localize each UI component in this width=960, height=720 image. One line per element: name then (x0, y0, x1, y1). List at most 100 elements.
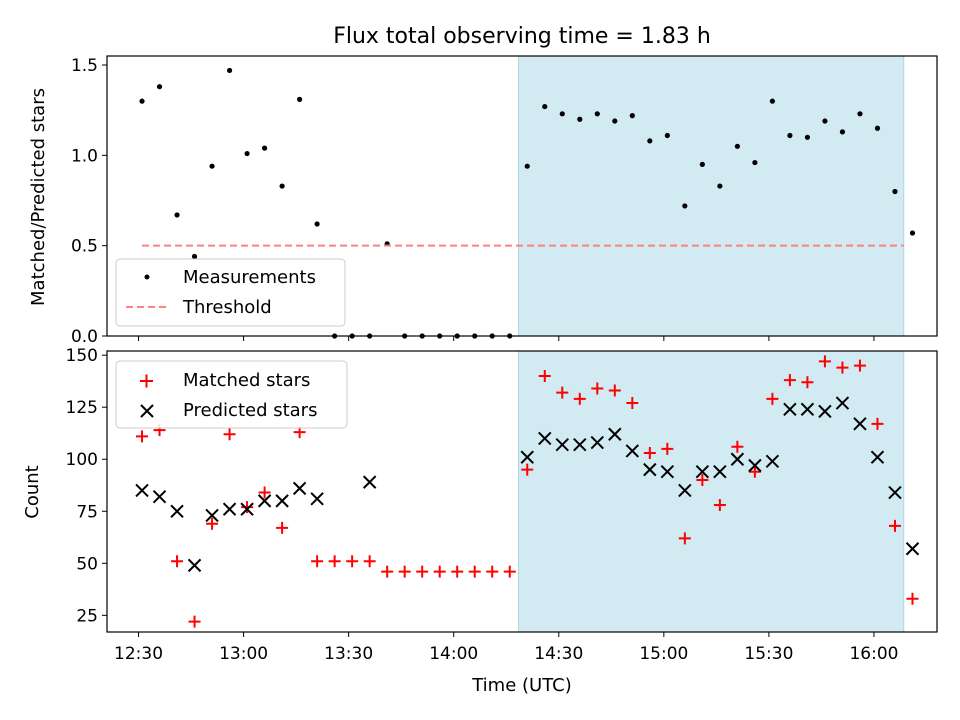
legend-label-threshold: Threshold (182, 297, 272, 318)
matched-star-point (626, 397, 639, 410)
matched-star-point (713, 499, 726, 512)
matched-star-point (748, 465, 761, 478)
matched-star-point (381, 565, 394, 578)
measurement-point (174, 212, 180, 218)
measurement-point (261, 145, 268, 151)
matched-star-point (521, 463, 534, 476)
matched-star-point (888, 519, 901, 532)
predicted-star-point (800, 402, 815, 416)
measurement-point (717, 183, 723, 189)
matched-star-point (731, 440, 744, 453)
measurement-point (297, 96, 303, 102)
matched-star-point (451, 565, 464, 578)
bottom-predicted-stars-points (135, 396, 920, 573)
top-y-axis-label: Matched/Predicted stars (28, 88, 49, 306)
bottom-y-tick-label: 150 (66, 346, 98, 366)
predicted-star-point (870, 450, 885, 464)
bottom-y-tick-label: 100 (66, 450, 98, 470)
x-tick-label: 16:00 (849, 644, 898, 664)
top-shaded-interval (517, 55, 905, 337)
predicted-star-point (152, 489, 167, 504)
measurement-point (139, 98, 145, 104)
measurement-point (822, 118, 828, 124)
matched-star-point (906, 592, 919, 605)
matched-star-point (836, 361, 849, 374)
predicted-star-point (170, 504, 184, 518)
predicted-star-point (835, 396, 850, 410)
predicted-star-point (853, 417, 867, 431)
matched-star-point (608, 384, 621, 397)
predicted-star-point (905, 542, 920, 556)
top-x-ticks (138, 336, 875, 341)
matched-star-point (468, 565, 481, 578)
matched-star-point (311, 555, 324, 568)
measurement-point (191, 253, 198, 260)
x-tick-label: 13:00 (219, 644, 268, 664)
measurement-point (629, 113, 635, 119)
matched-star-point (556, 386, 569, 399)
measurement-point (664, 132, 670, 139)
bottom-plot-frame (106, 350, 938, 633)
predicted-star-point (678, 483, 692, 498)
matched-star-point (696, 474, 709, 487)
predicted-star-point (713, 465, 727, 479)
bottom-x-axis: 12:30 13:00 13:30 14:00 14:30 15:00 15:30 16:00 (114, 632, 898, 664)
measurement-point (752, 159, 758, 166)
matched-star-point (223, 428, 236, 441)
predicted-star-point (590, 435, 605, 450)
measurement-point (524, 163, 530, 169)
measurement-point (244, 150, 250, 157)
bottom-y-tick-label: 25 (76, 606, 98, 626)
matched-star-point (871, 417, 884, 430)
measurement-point (226, 67, 233, 74)
matched-star-point (678, 532, 691, 545)
matched-star-point (766, 392, 779, 405)
bottom-legend-box (115, 360, 348, 429)
measurement-point (734, 143, 740, 149)
predicted-star-point (625, 444, 640, 458)
matched-star-point (398, 565, 411, 578)
measurement-point (769, 98, 776, 104)
predicted-star-point (538, 431, 552, 446)
top-y-tick-label: 0.5 (71, 237, 98, 257)
legend-marker-measurements (144, 274, 150, 280)
measurement-point (787, 132, 793, 139)
matched-star-point (486, 565, 499, 578)
top-legend: Measurements Threshold (115, 258, 346, 327)
bottom-y-tick-label: 50 (76, 554, 98, 574)
predicted-star-point (573, 437, 587, 452)
top-legend-box (115, 258, 346, 327)
measurement-point (909, 230, 916, 236)
measurement-point (279, 183, 285, 189)
matched-star-point (783, 374, 796, 387)
top-y-tick-label: 1.5 (71, 56, 98, 76)
predicted-star-point (765, 454, 780, 469)
measurement-point (612, 118, 618, 124)
bottom-y-tick-label: 75 (76, 502, 98, 522)
x-tick-label: 15:00 (639, 644, 688, 664)
top-y-tick-label: 1.0 (71, 146, 98, 166)
legend-marker-matched (140, 374, 153, 388)
top-measurement-points (139, 67, 916, 339)
matched-star-point (591, 382, 604, 395)
measurement-point (804, 134, 811, 140)
measurement-point (699, 161, 705, 167)
matched-star-point (206, 517, 219, 530)
x-axis-label: Time (UTC) (471, 675, 572, 696)
measurement-point (874, 125, 881, 131)
matched-star-point (363, 555, 376, 568)
measurement-point (314, 221, 320, 227)
matched-star-point (538, 369, 551, 382)
top-plot-frame (106, 55, 938, 337)
top-y-axis: 0.0 0.5 1.0 1.5 (71, 56, 107, 347)
measurement-point (682, 203, 688, 209)
predicted-star-point (240, 502, 254, 516)
predicted-star-point (205, 508, 219, 523)
matched-star-point (503, 565, 516, 578)
matched-star-point (661, 442, 674, 455)
matched-star-point (433, 565, 446, 578)
measurement-point (892, 188, 898, 195)
predicted-star-point (730, 452, 745, 466)
x-tick-label: 13:30 (324, 644, 373, 664)
predicted-star-point (520, 450, 534, 464)
